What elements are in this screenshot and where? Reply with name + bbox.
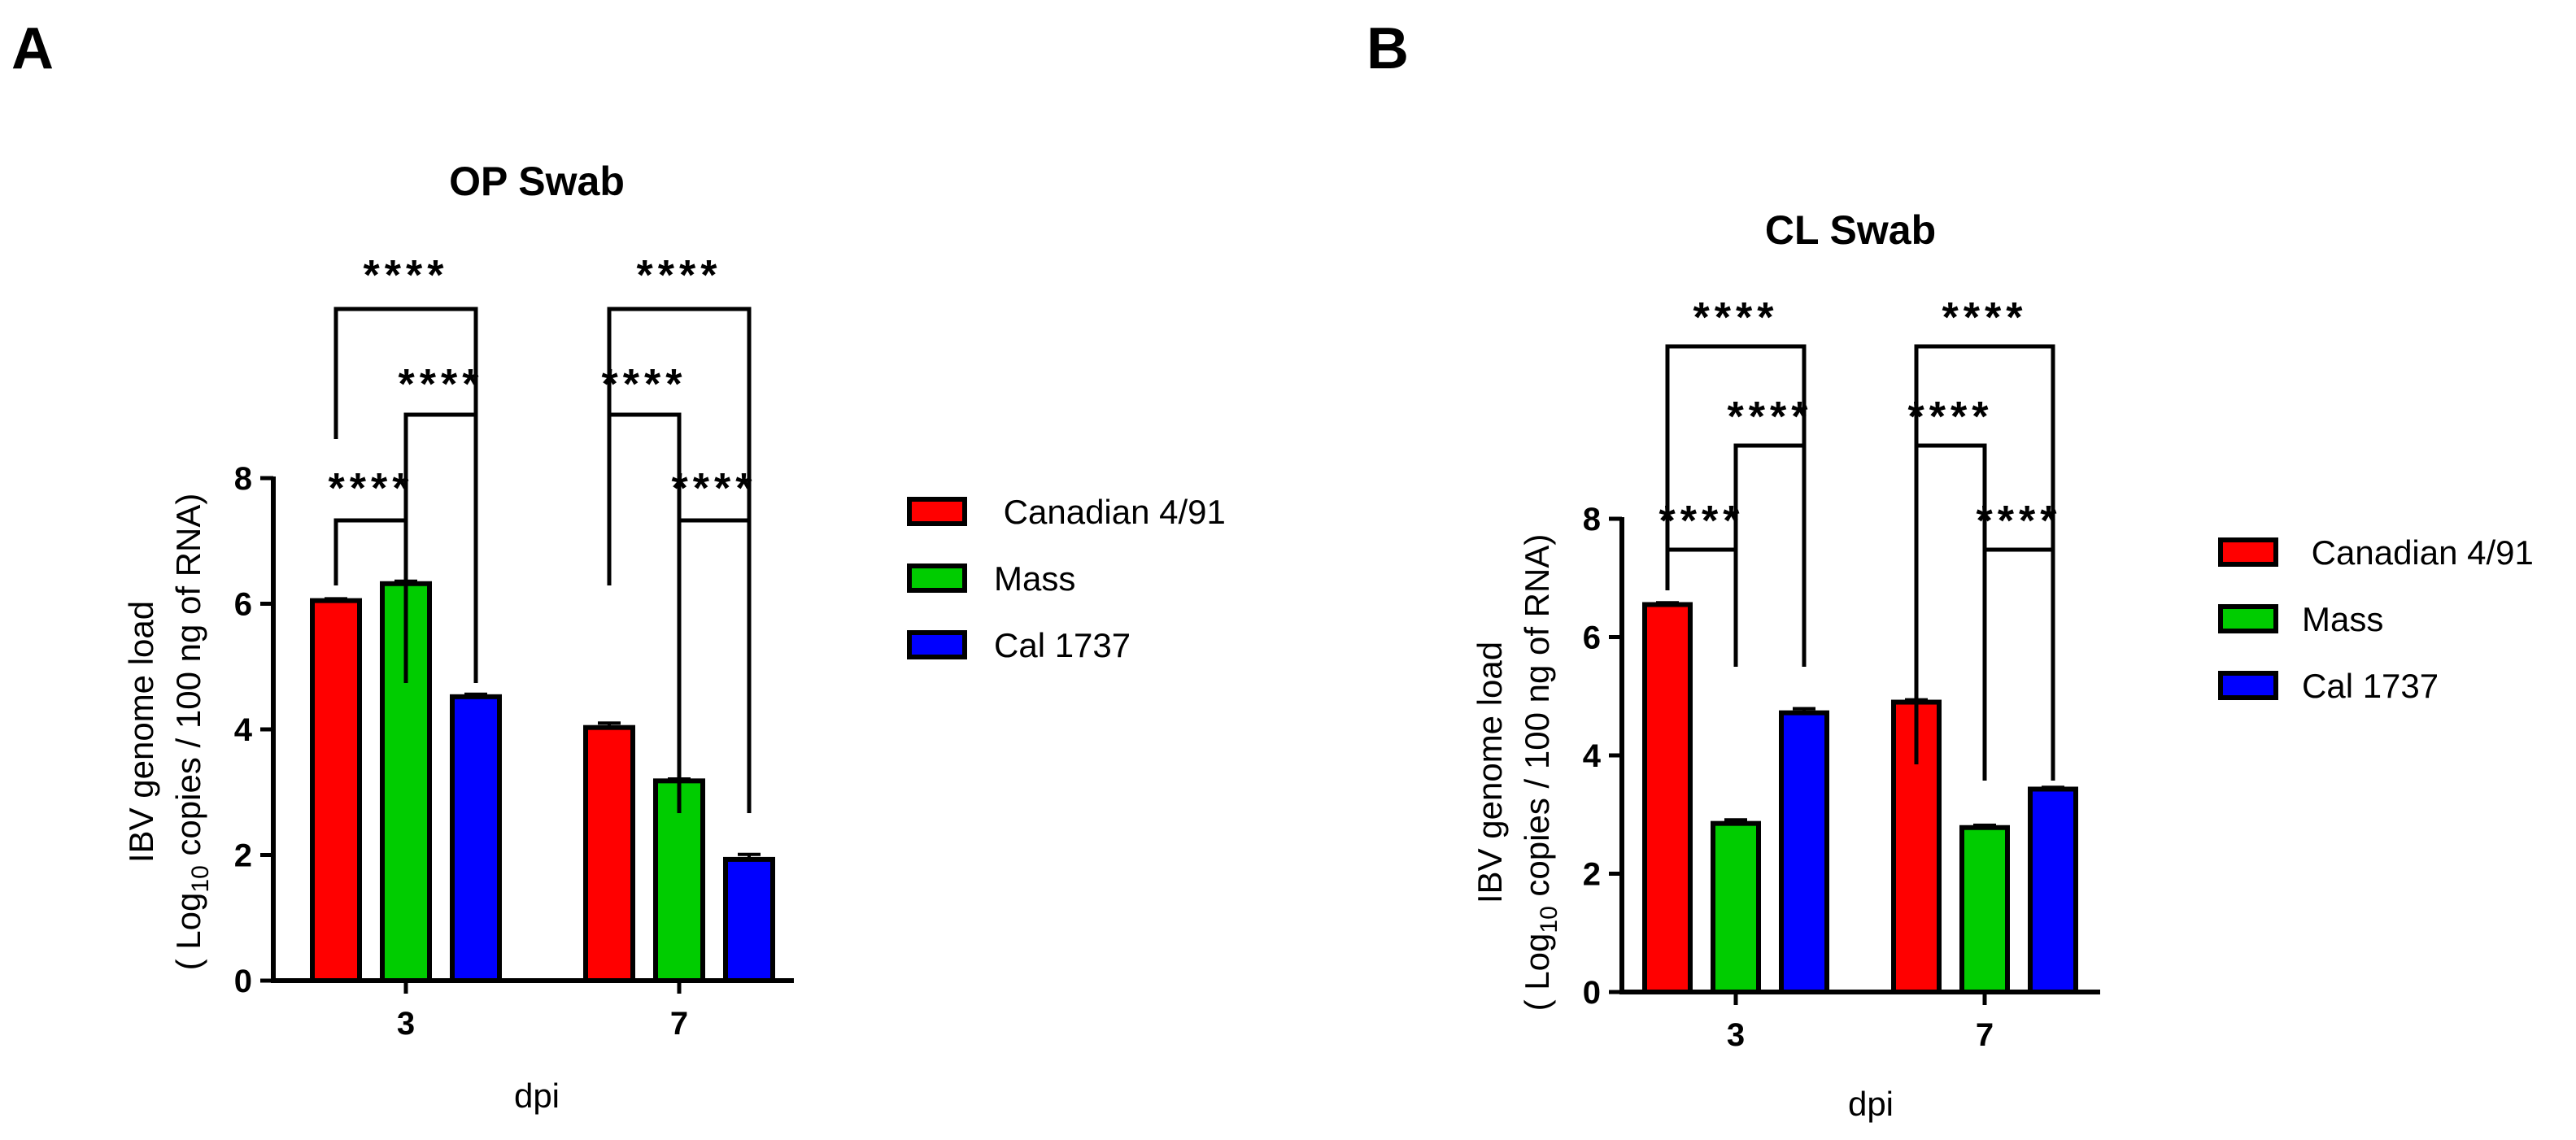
- panel-a-ylabel-post: copies / 100 ng of RNA): [169, 494, 207, 866]
- panel-a-significance-bracket: [607, 412, 682, 585]
- panel-b-x-tick-label: 7: [1976, 1017, 1994, 1053]
- panel-a-y-tick-label: 8: [234, 461, 252, 497]
- panel-a-ylabel-line1: IBV genome load: [122, 601, 160, 863]
- panel-b-significance-bracket: [1982, 547, 2055, 781]
- panel-b-bar: [1711, 820, 1761, 994]
- panel-a-legend-swatch-cal: [907, 630, 967, 659]
- panel-b-significance-label: ****: [1659, 498, 1745, 545]
- panel-a: A OP Swab IBV genome load ( Log10 copies…: [11, 16, 1226, 1115]
- panel-b-x-tick-label: 3: [1727, 1017, 1745, 1053]
- panel-b-significance-bracket: [1665, 547, 1738, 590]
- panel-a-significance-bracket: [333, 307, 478, 439]
- panel-b-significance-label: ****: [1693, 294, 1779, 342]
- panel-a-label: A: [11, 16, 54, 81]
- panel-b-legend-swatch-canadian: [2218, 537, 2278, 567]
- panel-a-significance-bracket: [677, 518, 752, 813]
- panel-a-ylabel-line2: ( Log10 copies / 100 ng of RNA): [169, 494, 214, 971]
- panel-b-significance-label: ****: [1977, 498, 2062, 545]
- panel-b-y-tick-label: 0: [1583, 975, 1601, 1011]
- panel-b-legend-label-cal: Cal 1737: [2302, 667, 2439, 705]
- panel-a-ylabel-sub: 10: [187, 865, 214, 892]
- panel-a-x-tick-label: 3: [397, 1006, 415, 1042]
- panel-b-bar: [1959, 825, 2010, 994]
- panel-b-y-tick-label: 4: [1583, 738, 1602, 774]
- panel-a-y-tick-label: 6: [234, 587, 252, 623]
- panel-b-ylabel: IBV genome load ( Log10 copies / 100 ng …: [1471, 534, 1563, 1012]
- panel-a-significance-label: ****: [602, 361, 687, 408]
- panel-a-title: OP Swab: [449, 159, 625, 204]
- panel-a-x-tick-label: 7: [670, 1006, 688, 1042]
- panel-a-significance-label: ****: [672, 465, 757, 512]
- panel-a-legend: Canadian 4/91 Mass Cal 1737: [907, 493, 1226, 664]
- panel-a-plot: 0 2 4 6 8 3 7 **** **** **** **** **** ****: [234, 252, 794, 1042]
- panel-b-legend-label-canadian: Canadian 4/91: [2302, 533, 2534, 572]
- panel-a-legend-swatch-canadian: [907, 497, 967, 526]
- panel-a-legend-swatch-mass: [907, 563, 967, 593]
- panel-b-ylabel-line1: IBV genome load: [1471, 642, 1509, 903]
- panel-b-title: CL Swab: [1765, 207, 1936, 253]
- panel-b-legend-swatch-mass: [2218, 604, 2278, 633]
- panel-a-legend-label-canadian: Canadian 4/91: [994, 493, 1226, 531]
- panel-a-bar: [450, 694, 502, 984]
- panel-a-significance-label: ****: [329, 465, 414, 512]
- panel-b-legend-label-mass: Mass: [2302, 600, 2383, 638]
- panel-b-y-tick-label: 2: [1583, 857, 1601, 893]
- panel-b-ylabel-line2: ( Log10 copies / 100 ng of RNA): [1518, 534, 1563, 1012]
- panel-a-bar: [723, 856, 775, 983]
- panel-a-significance-label: ****: [364, 252, 449, 299]
- panel-b-label: B: [1366, 16, 1409, 81]
- panel-a-legend-label-mass: Mass: [994, 559, 1075, 598]
- panel-b-significance-bracket: [1733, 443, 1807, 667]
- panel-a-y-tick-label: 2: [234, 838, 252, 874]
- panel-a-xlabel: dpi: [514, 1077, 560, 1115]
- panel-b-y-tick-label: 8: [1583, 502, 1601, 537]
- panel-b-plot: 0 2 4 6 8 3 7 **** **** **** **** **** ****: [1583, 294, 2100, 1053]
- panel-b-xlabel: dpi: [1848, 1085, 1894, 1123]
- panel-b-significance-label: ****: [1942, 294, 2028, 342]
- panel-a-significance-label: ****: [399, 361, 484, 408]
- panel-a-ylabel: IBV genome load ( Log10 copies / 100 ng …: [122, 494, 214, 971]
- panel-b-bar: [2028, 786, 2078, 995]
- panel-a-bar: [583, 724, 635, 983]
- panel-a-bar: [310, 598, 362, 983]
- panel-b-significance-label: ****: [1908, 394, 1994, 441]
- panel-a-y-tick-label: 0: [234, 964, 252, 999]
- panel-a-legend-label-cal: Cal 1737: [994, 626, 1131, 664]
- panel-b: B CL Swab IBV genome load ( Log10 copies…: [1366, 16, 2534, 1123]
- panel-b-bar: [1779, 710, 1829, 994]
- panel-b-ylabel-post: copies / 100 ng of RNA): [1518, 534, 1556, 907]
- panel-b-legend-swatch-cal: [2218, 671, 2278, 700]
- panel-a-significance-bracket: [333, 518, 408, 585]
- panel-b-ylabel-pre: ( Log: [1518, 933, 1556, 1012]
- panel-a-ylabel-pre: ( Log: [169, 893, 207, 971]
- panel-b-ylabel-sub: 10: [1536, 906, 1563, 933]
- panel-b-legend: Canadian 4/91 Mass Cal 1737: [2218, 533, 2534, 705]
- panel-a-significance-label: ****: [637, 252, 722, 299]
- panel-b-bar: [1642, 602, 1693, 994]
- panel-b-y-tick-label: 6: [1583, 620, 1601, 656]
- panel-b-significance-label: ****: [1728, 394, 1813, 441]
- panel-a-y-tick-label: 4: [234, 712, 253, 748]
